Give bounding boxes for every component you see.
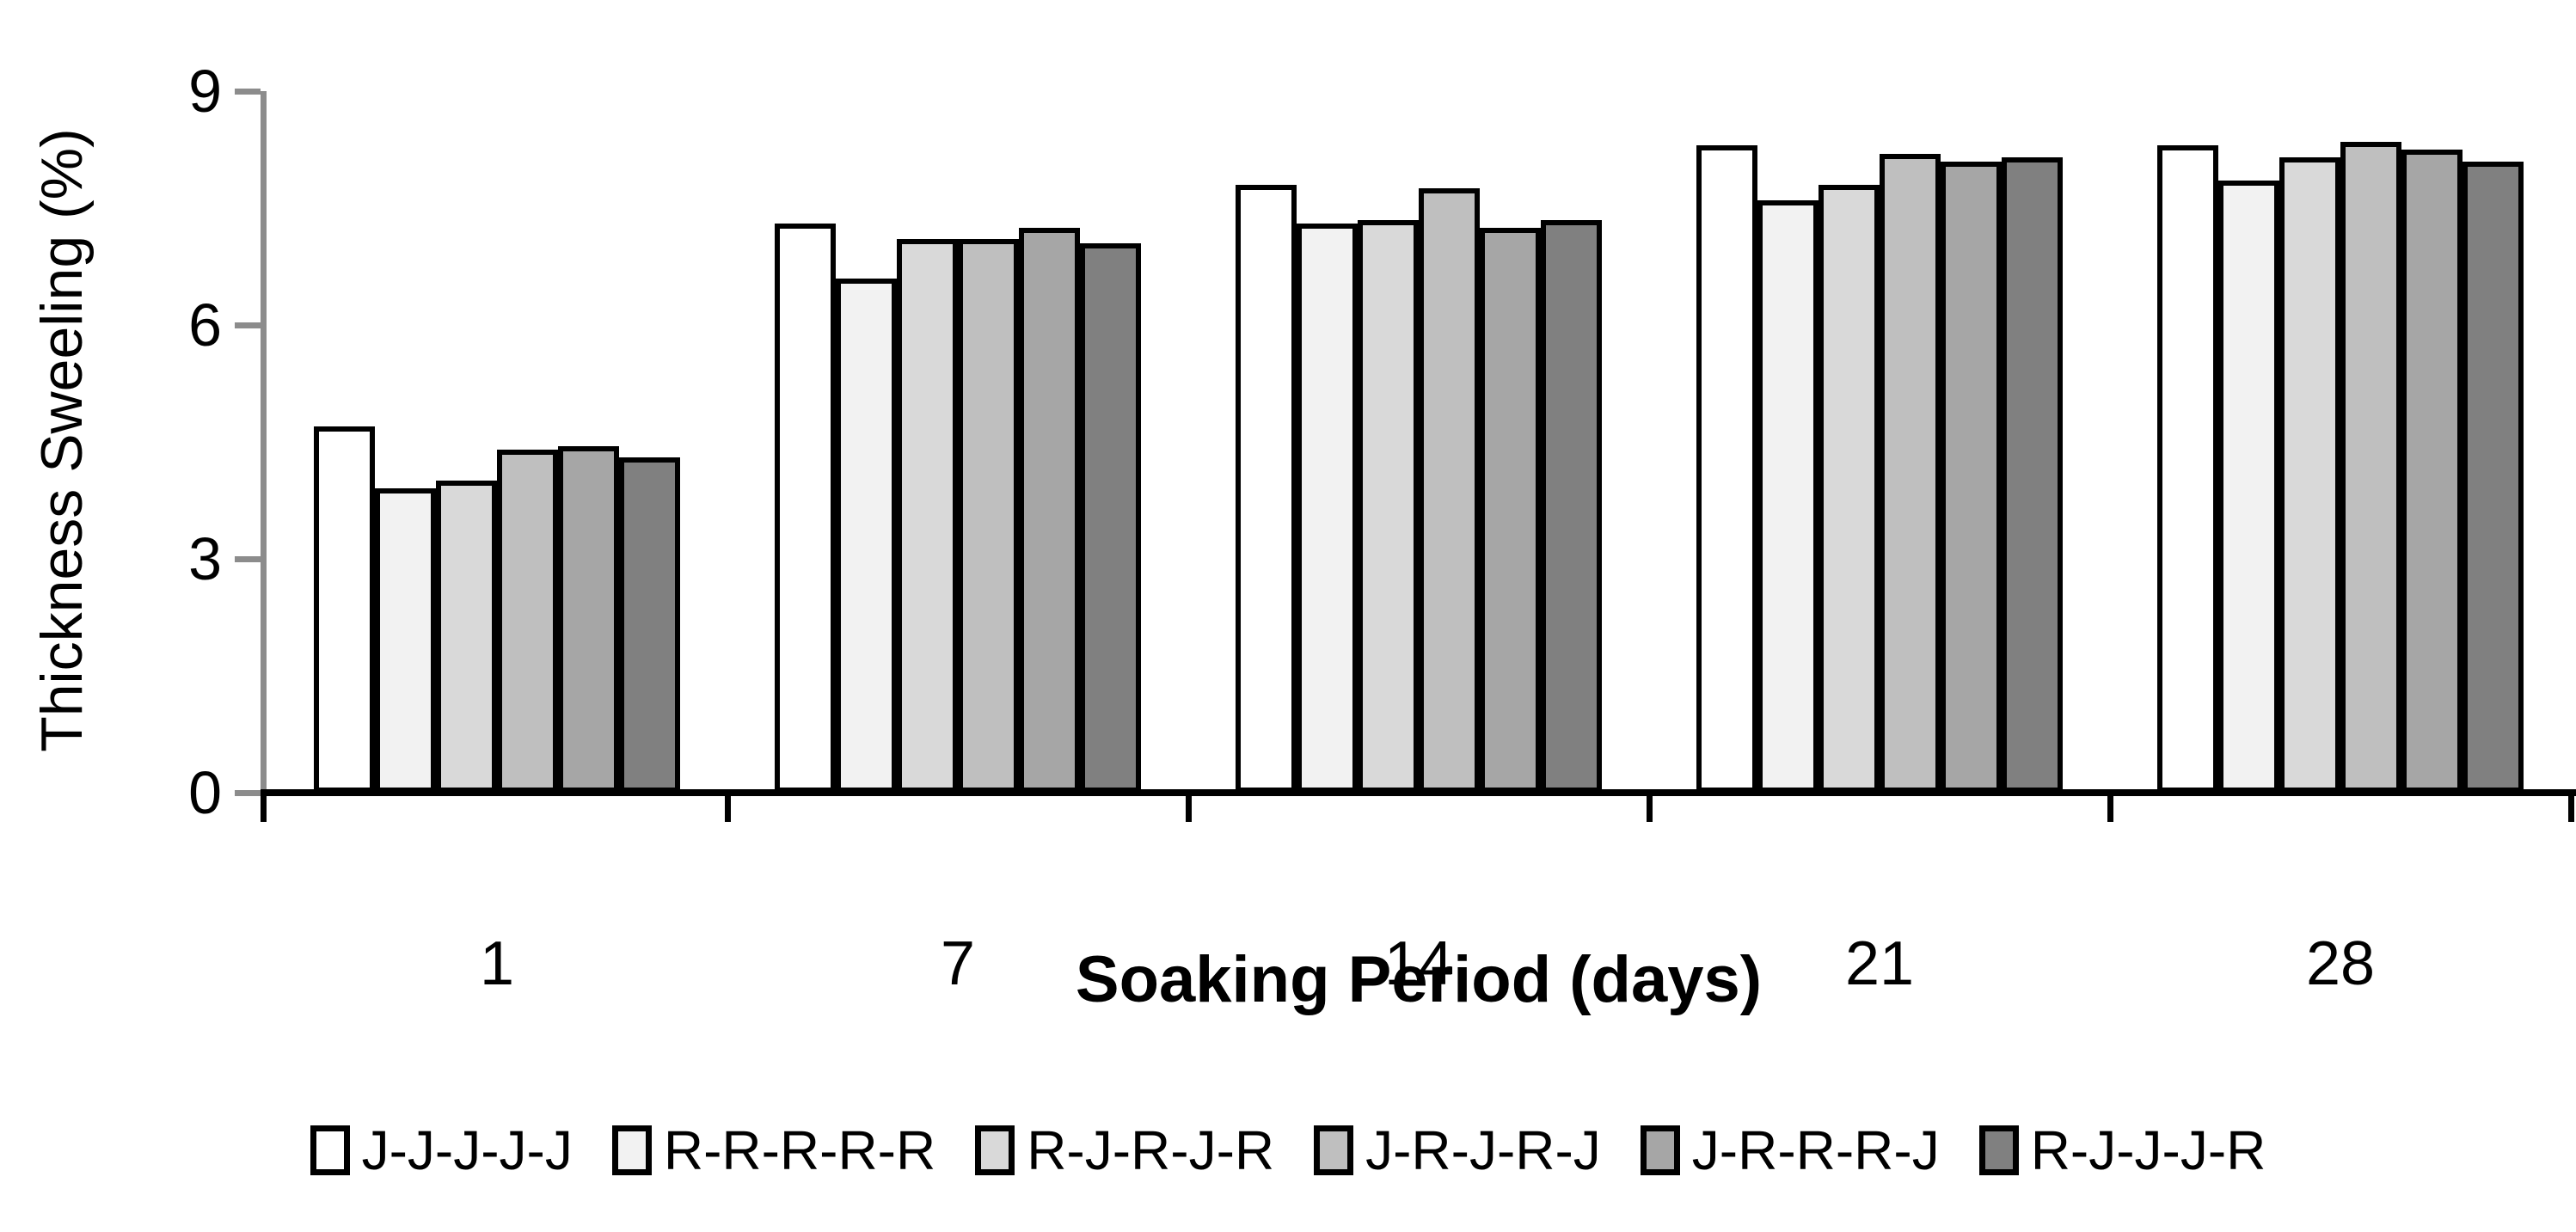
bar bbox=[1080, 243, 1141, 793]
legend-item: R-J-R-J-R bbox=[975, 1119, 1274, 1181]
bar bbox=[775, 224, 836, 793]
y-axis-line bbox=[261, 91, 267, 799]
bar bbox=[1757, 200, 1819, 793]
bar bbox=[1819, 185, 1880, 793]
bar bbox=[897, 239, 958, 793]
legend-swatch-icon bbox=[975, 1125, 1015, 1175]
y-tick-label: 3 bbox=[188, 525, 222, 592]
bar bbox=[1480, 228, 1541, 793]
x-tick bbox=[261, 793, 267, 822]
plot-area: 0 3 6 9 1 7 14 21 28 bbox=[188, 61, 2576, 998]
y-tick bbox=[235, 789, 261, 796]
legend-label: R-J-R-J-R bbox=[1027, 1119, 1275, 1181]
bar bbox=[314, 426, 375, 793]
y-tick bbox=[235, 88, 261, 95]
bar bbox=[836, 279, 897, 793]
bar-group bbox=[727, 224, 1188, 793]
bar bbox=[375, 488, 436, 793]
bar-group bbox=[1188, 185, 1649, 793]
legend-swatch-icon bbox=[1314, 1125, 1354, 1175]
x-tick-label: 1 bbox=[479, 929, 515, 998]
bar bbox=[1297, 224, 1358, 793]
y-tick-label: 0 bbox=[188, 759, 222, 826]
legend-item: R-R-R-R-R bbox=[611, 1119, 936, 1181]
legend-item: J-R-R-R-J bbox=[1640, 1119, 1940, 1181]
legend-label: J-R-J-R-J bbox=[1365, 1119, 1601, 1181]
bar bbox=[1541, 220, 1602, 793]
bar bbox=[1358, 220, 1419, 793]
legend-item: R-J-J-J-R bbox=[1978, 1119, 2266, 1181]
y-axis-title: Thickness Sweeling (%) bbox=[29, 128, 95, 752]
bar bbox=[1019, 228, 1080, 793]
bar-group bbox=[2110, 142, 2571, 793]
legend-label: J-J-J-J-J bbox=[361, 1119, 573, 1181]
legend-swatch-icon bbox=[1978, 1125, 2019, 1175]
x-tick bbox=[2567, 793, 2574, 822]
legend-label: R-R-R-R-R bbox=[663, 1119, 936, 1181]
y-tick-label: 9 bbox=[188, 58, 222, 125]
x-tick bbox=[2107, 793, 2113, 822]
bar bbox=[2157, 145, 2218, 793]
x-tick-label: 28 bbox=[2305, 929, 2376, 998]
x-tick-label: 14 bbox=[1383, 929, 1454, 998]
legend-swatch-icon bbox=[611, 1125, 652, 1175]
legend-label: J-R-R-R-J bbox=[1691, 1119, 1940, 1181]
legend: J-J-J-J-J R-R-R-R-R R-J-R-J-R J-R-J-R-J J-R-… bbox=[0, 1119, 2576, 1181]
bar-group bbox=[267, 426, 727, 793]
bar bbox=[558, 446, 619, 793]
legend-label: R-J-J-J-R bbox=[2030, 1119, 2266, 1181]
x-tick bbox=[724, 793, 731, 822]
x-axis-title: Soaking Period (days) bbox=[1075, 943, 1763, 1016]
x-tick bbox=[1185, 793, 1192, 822]
bar bbox=[1941, 162, 2002, 793]
bar-group bbox=[1649, 145, 2110, 793]
bar bbox=[2463, 162, 2524, 793]
y-tick bbox=[235, 322, 261, 328]
bar bbox=[1236, 185, 1297, 793]
legend-swatch-icon bbox=[1640, 1125, 1680, 1175]
bar bbox=[958, 239, 1019, 793]
bar bbox=[619, 457, 680, 793]
bar bbox=[497, 450, 558, 793]
legend-item: J-R-J-R-J bbox=[1314, 1119, 1601, 1181]
legend-item: J-J-J-J-J bbox=[310, 1119, 573, 1181]
bar bbox=[436, 481, 497, 793]
bar bbox=[2279, 157, 2340, 793]
bar bbox=[2340, 142, 2401, 793]
y-tick bbox=[235, 555, 261, 562]
bar bbox=[1880, 154, 1941, 793]
x-tick-label: 21 bbox=[1844, 929, 1915, 998]
x-tick-label: 7 bbox=[940, 929, 976, 998]
bar bbox=[1419, 188, 1480, 793]
y-tick-label: 6 bbox=[188, 291, 222, 359]
bar bbox=[1696, 145, 1757, 793]
legend-swatch-icon bbox=[310, 1125, 350, 1175]
bar bbox=[2218, 181, 2279, 793]
x-axis-line bbox=[261, 789, 2576, 796]
bar bbox=[2002, 157, 2063, 793]
x-tick bbox=[1646, 793, 1653, 822]
bar bbox=[2401, 150, 2463, 793]
